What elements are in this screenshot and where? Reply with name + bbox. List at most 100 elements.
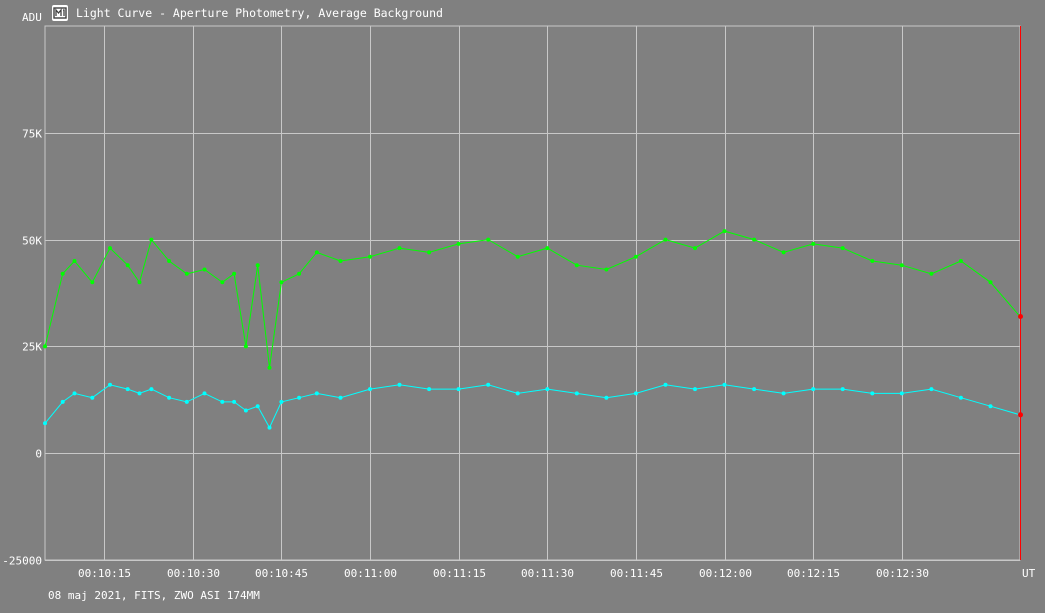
footer-info: 08 maj 2021, FITS, ZWO ASI 174MM <box>48 589 260 602</box>
data-point <box>722 229 727 234</box>
data-point <box>125 263 130 268</box>
data-point <box>899 391 904 396</box>
data-point <box>781 391 786 396</box>
data-point <box>202 267 207 272</box>
data-point <box>137 391 142 396</box>
x-tick-label: 00:11:30 <box>521 567 574 580</box>
data-point <box>663 382 668 387</box>
data-point <box>811 241 816 246</box>
data-point <box>297 271 302 276</box>
data-point <box>255 404 260 409</box>
chart-title: Light Curve - Aperture Photometry, Avera… <box>76 6 443 20</box>
data-point <box>167 259 172 263</box>
data-point <box>633 391 638 396</box>
plot-frame <box>44 25 1021 561</box>
data-point <box>840 246 845 251</box>
x-axis-label: UT <box>1022 567 1036 580</box>
series-line <box>44 384 1021 429</box>
data-point <box>604 395 609 400</box>
data-point <box>929 271 934 276</box>
data-point <box>72 259 77 263</box>
x-tick-label: 00:10:30 <box>167 567 220 580</box>
data-point <box>184 399 189 404</box>
data-point <box>314 250 319 255</box>
data-point <box>663 237 668 242</box>
data-point <box>149 387 154 392</box>
data-point <box>125 387 130 392</box>
data-point <box>297 395 302 400</box>
data-point <box>515 391 520 396</box>
x-tick-label: 00:12:30 <box>876 567 929 580</box>
data-point <box>43 421 47 426</box>
data-point <box>368 254 372 259</box>
data-point <box>456 241 461 246</box>
data-point <box>752 237 757 242</box>
data-point <box>574 391 579 396</box>
data-point <box>338 259 343 263</box>
y-tick-label: 50K <box>22 235 42 248</box>
data-point <box>870 391 875 396</box>
data-point <box>397 246 402 251</box>
data-point <box>693 246 697 251</box>
series-0 <box>43 229 1022 370</box>
x-tick-label: 00:11:45 <box>610 567 663 580</box>
data-point <box>781 250 786 255</box>
data-point <box>137 280 142 285</box>
data-point <box>108 382 112 387</box>
data-point <box>427 387 432 392</box>
data-point <box>752 387 757 392</box>
data-point <box>988 404 993 409</box>
data-point <box>486 237 491 242</box>
data-point <box>279 280 284 285</box>
data-point <box>267 425 272 430</box>
data-point <box>486 382 491 387</box>
y-tick-label: 75K <box>22 128 42 141</box>
data-point <box>515 254 520 259</box>
data-point <box>693 387 697 392</box>
data-point <box>899 263 904 268</box>
data-point <box>108 246 112 251</box>
data-point <box>633 254 638 259</box>
data-point <box>427 250 432 255</box>
x-tick-label: 00:10:45 <box>255 567 308 580</box>
data-point <box>545 246 550 251</box>
data-point <box>929 387 934 392</box>
data-point <box>314 391 319 396</box>
data-point <box>72 391 77 396</box>
data-point <box>43 344 47 349</box>
data-point <box>722 382 727 387</box>
data-point <box>167 395 172 400</box>
data-point <box>232 399 237 404</box>
data-point <box>90 280 95 285</box>
data-point <box>574 263 579 268</box>
data-point <box>243 408 248 413</box>
series-1 <box>43 382 1022 430</box>
data-point <box>267 365 272 370</box>
data-point <box>811 387 816 392</box>
data-point <box>368 387 372 392</box>
data-point <box>456 387 461 392</box>
x-tick-label: 00:12:00 <box>699 567 752 580</box>
data-point <box>397 382 402 387</box>
data-point <box>220 280 225 285</box>
data-point <box>279 399 284 404</box>
data-point <box>184 271 189 276</box>
y-tick-label: 25K <box>22 341 42 354</box>
data-point <box>60 271 65 276</box>
data-point <box>243 344 248 349</box>
x-tick-label: 00:11:15 <box>433 567 486 580</box>
app-logo-icon <box>52 5 68 21</box>
y-tick-label: -25000 <box>2 555 42 568</box>
y-tick-label: 0 <box>35 448 42 461</box>
data-point <box>202 391 207 396</box>
data-point <box>604 267 609 272</box>
data-point <box>958 259 963 263</box>
data-point <box>870 259 875 263</box>
data-point <box>60 399 65 404</box>
data-point <box>545 387 550 392</box>
x-tick-label: 00:11:00 <box>344 567 397 580</box>
data-point <box>149 237 154 242</box>
data-point <box>232 271 237 276</box>
